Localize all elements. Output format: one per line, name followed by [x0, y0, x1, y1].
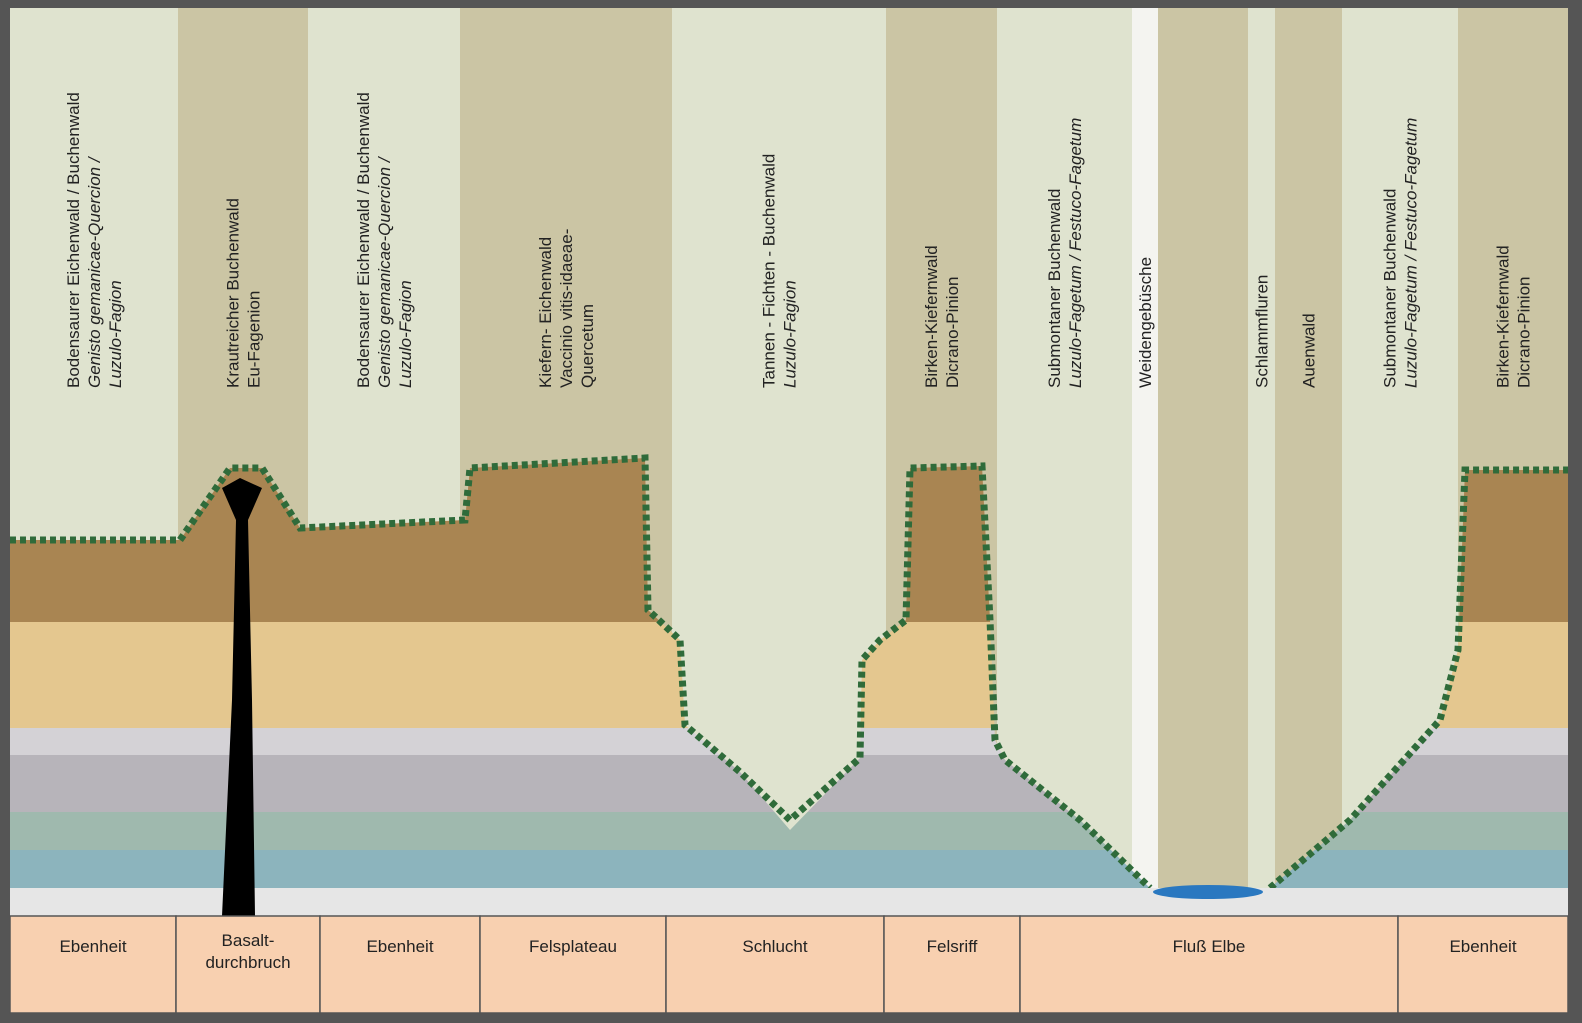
landform-label: Ebenheit: [366, 937, 433, 956]
vegetation-label: Luzulo-Fagetum / Festuco-Fagetum: [1402, 118, 1421, 388]
vegetation-label: Submontaner Buchenwald: [1045, 189, 1064, 388]
landform-label: Ebenheit: [1449, 937, 1516, 956]
vegetation-label: Kiefern- Eichenwald: [536, 237, 555, 388]
column: [1132, 8, 1158, 888]
landform-cell: [10, 916, 176, 1013]
column: [997, 8, 1132, 888]
vegetation-label: Genisto gemanicae-Quercion /: [375, 155, 394, 388]
vegetation-label: Schlammfluren: [1253, 275, 1272, 388]
landform-cell: [1020, 916, 1398, 1013]
vegetation-label: Tannen - Fichten - Buchenwald: [760, 154, 779, 388]
vegetation-label: Luzulo-Fagion: [396, 280, 415, 388]
vegetation-label: Dicrano-Pinion: [1515, 277, 1534, 389]
column: [1275, 8, 1342, 888]
vegetation-label: Genisto gemanicae-Quercion /: [85, 155, 104, 388]
vegetation-label: Submontaner Buchenwald: [1381, 189, 1400, 388]
landform-cell: [884, 916, 1020, 1013]
vegetation-label: Auenwald: [1300, 313, 1319, 388]
landform-label: Basalt-: [222, 931, 275, 950]
column: [1158, 8, 1248, 888]
landform-cell: [320, 916, 480, 1013]
landform-label: durchbruch: [205, 953, 290, 972]
landform-label: Ebenheit: [59, 937, 126, 956]
vegetation-label: Bodensaurer Eichenwald / Buchenwald: [64, 92, 83, 388]
vegetation-label: Dicrano-Pinion: [943, 277, 962, 389]
landform-cell: [480, 916, 666, 1013]
vegetation-label: Weidengebüsche: [1136, 257, 1155, 388]
vegetation-label: Eu-Fagenion: [245, 291, 264, 388]
river: [1153, 885, 1263, 899]
vegetation-label: Birken-Kiefernwald: [1494, 245, 1513, 388]
vegetation-label: Luzulo-Fagion: [106, 280, 125, 388]
vegetation-label: Luzulo-Fagetum / Festuco-Fagetum: [1066, 118, 1085, 388]
landform-cell: [666, 916, 884, 1013]
landform-cell: [1398, 916, 1568, 1013]
vegetation-label: Birken-Kiefernwald: [922, 245, 941, 388]
vegetation-label: Bodensaurer Eichenwald / Buchenwald: [354, 92, 373, 388]
landform-label: Felsriff: [927, 937, 978, 956]
landform-label: Schlucht: [742, 937, 807, 956]
landform-label: Fluß Elbe: [1173, 937, 1246, 956]
vegetation-label: Luzulo-Fagion: [781, 280, 800, 388]
vegetation-label: Quercetum: [578, 304, 597, 388]
diagram: Bodensaurer Eichenwald / BuchenwaldGenis…: [0, 0, 1582, 1023]
column: [1248, 8, 1275, 888]
vegetation-label: Krautreicher Buchenwald: [224, 198, 243, 388]
landform-label: Felsplateau: [529, 937, 617, 956]
landform-row: Ebenheit Basalt-durchbruch Ebenheit Felspla…: [10, 916, 1568, 1013]
vegetation-label: Vaccinio vitis-idaeae-: [557, 229, 576, 388]
